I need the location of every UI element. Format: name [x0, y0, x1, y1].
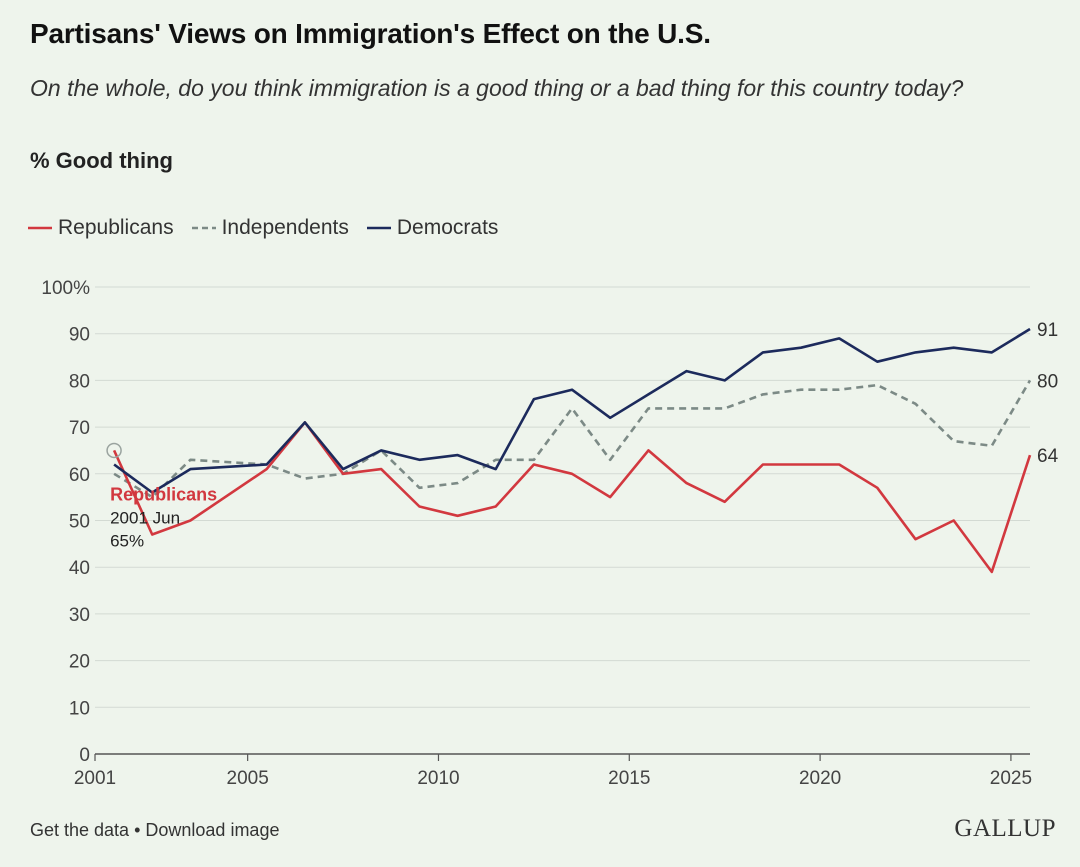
y-tick-label: 70: [69, 418, 90, 439]
x-tick-label: 2005: [227, 768, 269, 789]
highlight-point: [106, 442, 122, 459]
tooltip: Republicans 2001 Jun 65%: [110, 484, 217, 550]
y-tick-label: 30: [69, 605, 90, 626]
y-tick-label: 100%: [41, 278, 90, 299]
x-tick-label: 2020: [799, 768, 841, 789]
x-tick-label: 2010: [417, 768, 459, 789]
x-tick-label: 2015: [608, 768, 650, 789]
chart-subtitle: On the whole, do you think immigration i…: [30, 75, 964, 101]
y-tick-label: 20: [69, 652, 90, 673]
y-tick-label: 60: [69, 465, 90, 486]
y-tick-label: 50: [69, 512, 90, 533]
legend-item-democrats[interactable]: Democrats: [366, 216, 499, 240]
legend-swatch-independents: [191, 226, 216, 230]
download-image-link[interactable]: Download image: [145, 820, 280, 840]
tooltip-value: 65%: [110, 531, 144, 550]
x-tick-label: 2001: [74, 768, 116, 789]
y-tick-label: 80: [69, 371, 90, 392]
legend-swatch-republicans: [28, 226, 52, 230]
legend-label-independents: Independents: [221, 216, 349, 239]
legend-item-independents[interactable]: Independents: [191, 216, 349, 240]
legend-item-republicans[interactable]: Republicans: [28, 216, 174, 240]
end-label-democrats: 91: [1037, 320, 1058, 341]
legend: Republicans Independents Democrats: [28, 216, 516, 240]
legend-swatch-democrats: [366, 226, 391, 230]
measure-label: % Good thing: [30, 148, 173, 173]
series-line-republicans: [112, 421, 1032, 574]
get-data-link[interactable]: Get the data: [30, 820, 130, 840]
footer-links: Get the data • Download image: [30, 820, 279, 841]
footer-separator: •: [129, 820, 146, 840]
legend-label-republicans: Republicans: [58, 216, 174, 239]
x-tick-label: 2025: [990, 768, 1032, 789]
y-tick-label: 10: [69, 698, 90, 719]
legend-label-democrats: Democrats: [396, 216, 499, 239]
tooltip-date: 2001 Jun: [110, 508, 180, 527]
tooltip-series-name: Republicans: [110, 484, 217, 504]
series-line-democrats: [113, 327, 1031, 494]
y-tick-label: 40: [69, 558, 90, 579]
gallup-logo: GALLUP: [954, 815, 1056, 842]
series-line-independents: [113, 379, 1032, 499]
end-label-independents: 80: [1037, 371, 1058, 392]
chart-title: Partisans' Views on Immigration's Effect…: [30, 18, 711, 49]
end-label-republicans: 64: [1037, 446, 1059, 467]
y-tick-label: 0: [79, 745, 90, 766]
y-tick-label: 90: [69, 325, 90, 346]
